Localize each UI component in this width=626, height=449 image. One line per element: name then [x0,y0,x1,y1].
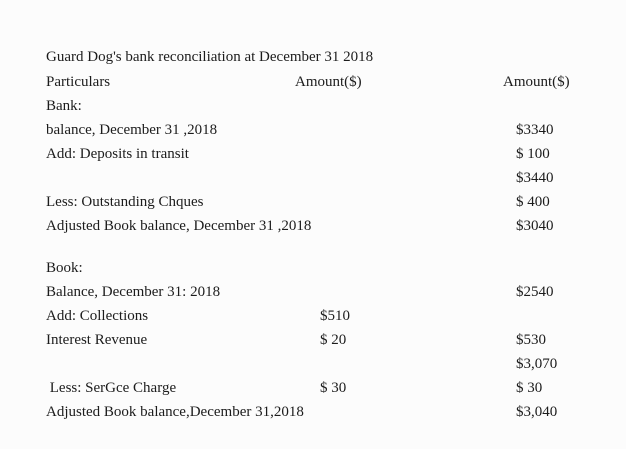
cell-amount-mid [295,214,503,238]
cell-amount-right: $3040 [516,218,554,234]
table-header-row: Particulars Amount($) Amount($) [46,70,626,94]
table-row-book-section-label: Book: [46,256,626,280]
column-header-amount-right: Amount($) [503,74,570,90]
cell-particulars [46,166,295,190]
cell-amount-mid [295,166,503,190]
table-row-book-subtotal: $3,070 [46,352,626,376]
column-header-particulars: Particulars [46,74,111,90]
cell-amount-mid: $ 20 [320,332,347,348]
cell-particulars: Bank: [46,98,82,114]
table-row-bank-subtotal: $3440 [46,166,626,190]
cell-particulars: Less: Outstanding Chques [46,194,204,210]
cell-amount-mid [295,118,503,142]
table-row-deposits-in-transit: Add: Deposits in transit $ 100 [46,142,626,166]
cell-particulars: Adjusted Book balance, December 31 ,2018 [46,218,312,234]
table-row-interest-revenue: Interest Revenue $ 20 $530 [46,328,626,352]
table-row-collections: Add: Collections $510 [46,304,626,328]
cell-amount-mid [295,94,503,118]
cell-amount-mid [295,190,503,214]
cell-amount-right [503,256,626,280]
cell-amount-right: $3440 [516,170,554,186]
document-title: Guard Dog's bank reconciliation at Decem… [46,49,374,65]
cell-amount-right [503,304,626,328]
table-row-service-charge: Less: SerGce Charge $ 30 $ 30 [46,376,626,400]
cell-amount-mid [295,400,503,424]
cell-particulars: Less: SerGce Charge [46,380,177,396]
cell-amount-right: $ 100 [516,146,550,162]
cell-amount-right: $3340 [516,122,554,138]
cell-amount-right: $ 30 [516,380,543,396]
cell-particulars [46,352,295,376]
cell-particulars: balance, December 31 ,2018 [46,122,218,138]
cell-particulars: Add: Collections [46,308,149,324]
section-spacer [46,238,626,256]
cell-particulars: Balance, December 31: 2018 [46,284,221,300]
cell-particulars: Adjusted Book balance,December 31,2018 [46,404,304,420]
cell-amount-right: $3,040 [516,404,558,420]
cell-amount-mid [295,142,503,166]
cell-amount-right: $530 [516,332,546,348]
cell-amount-right [503,94,626,118]
table-row-adjusted-book-balance: Adjusted Book balance,December 31,2018 $… [46,400,626,424]
cell-particulars: Add: Deposits in transit [46,146,189,162]
cell-amount-right: $ 400 [516,194,550,210]
cell-amount-mid: $510 [320,308,350,324]
table-row-adjusted-bank-balance: Adjusted Book balance, December 31 ,2018… [46,214,626,238]
cell-amount-right: $2540 [516,284,554,300]
document-title-row: Guard Dog's bank reconciliation at Decem… [46,44,626,70]
cell-amount-mid: $ 30 [320,380,347,396]
cell-particulars: Book: [46,260,83,276]
cell-amount-mid [295,280,503,304]
table-row-outstanding-cheques: Less: Outstanding Chques $ 400 [46,190,626,214]
table-row-bank-section-label: Bank: [46,94,626,118]
document-body: Guard Dog's bank reconciliation at Decem… [46,44,626,424]
cell-amount-mid [295,352,503,376]
cell-amount-mid [295,256,503,280]
cell-amount-right: $3,070 [516,356,558,372]
table-row-book-balance: Balance, December 31: 2018 $2540 [46,280,626,304]
column-header-amount-mid: Amount($) [295,74,362,90]
cell-particulars: Interest Revenue [46,332,148,348]
table-row-bank-balance: balance, December 31 ,2018 $3340 [46,118,626,142]
